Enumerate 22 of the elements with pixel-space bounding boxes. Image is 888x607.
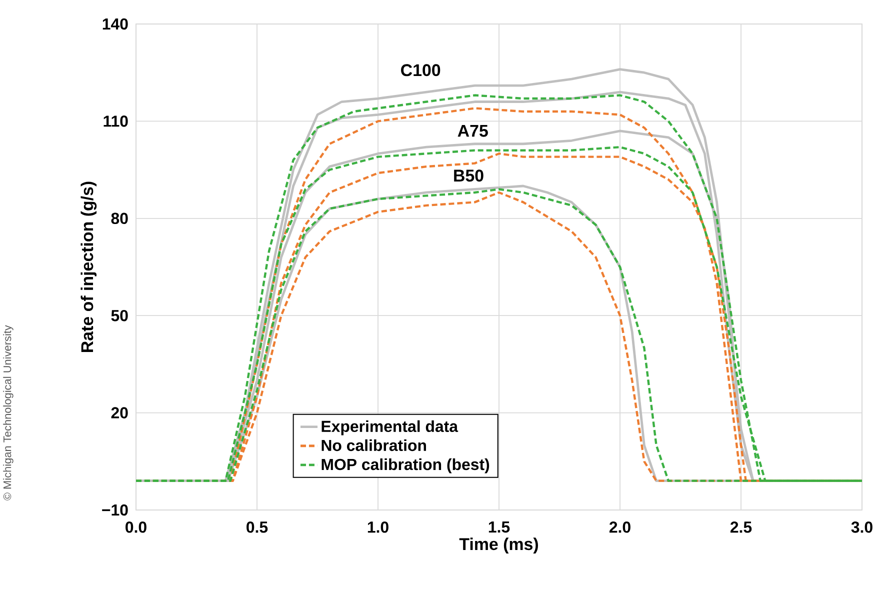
y-tick-label: 110 (104, 116, 128, 127)
annotation: A75 (458, 125, 488, 137)
y-axis-title: Rate of injection (g/s) (80, 182, 97, 352)
y-tick-label: 50 (111, 310, 128, 322)
x-tick-label: 0.5 (246, 522, 268, 533)
x-tick-label: 2.0 (609, 522, 630, 533)
y-tick-label: 140 (102, 18, 128, 30)
legend-label: MOP calibration (best) (322, 458, 490, 474)
x-tick-label: 1.0 (368, 522, 388, 533)
x-axis-title: Time (ms) (459, 538, 538, 554)
x-tick-label: 2.5 (730, 522, 752, 533)
y-tick-label: 20 (111, 407, 128, 418)
annotation: C100 (401, 64, 440, 76)
x-tick-label: 1.5 (488, 522, 510, 533)
y-tick-label: −10 (102, 504, 128, 516)
legend-label: Experimental data (322, 420, 458, 436)
x-tick-label: 0.0 (126, 522, 146, 533)
x-tick-label: 3.0 (851, 522, 872, 533)
text: © Michigan Technological University (3, 325, 14, 500)
annotation: B50 (454, 170, 484, 182)
legend-label: No calibration (322, 439, 426, 452)
y-tick-label: 80 (111, 212, 128, 224)
